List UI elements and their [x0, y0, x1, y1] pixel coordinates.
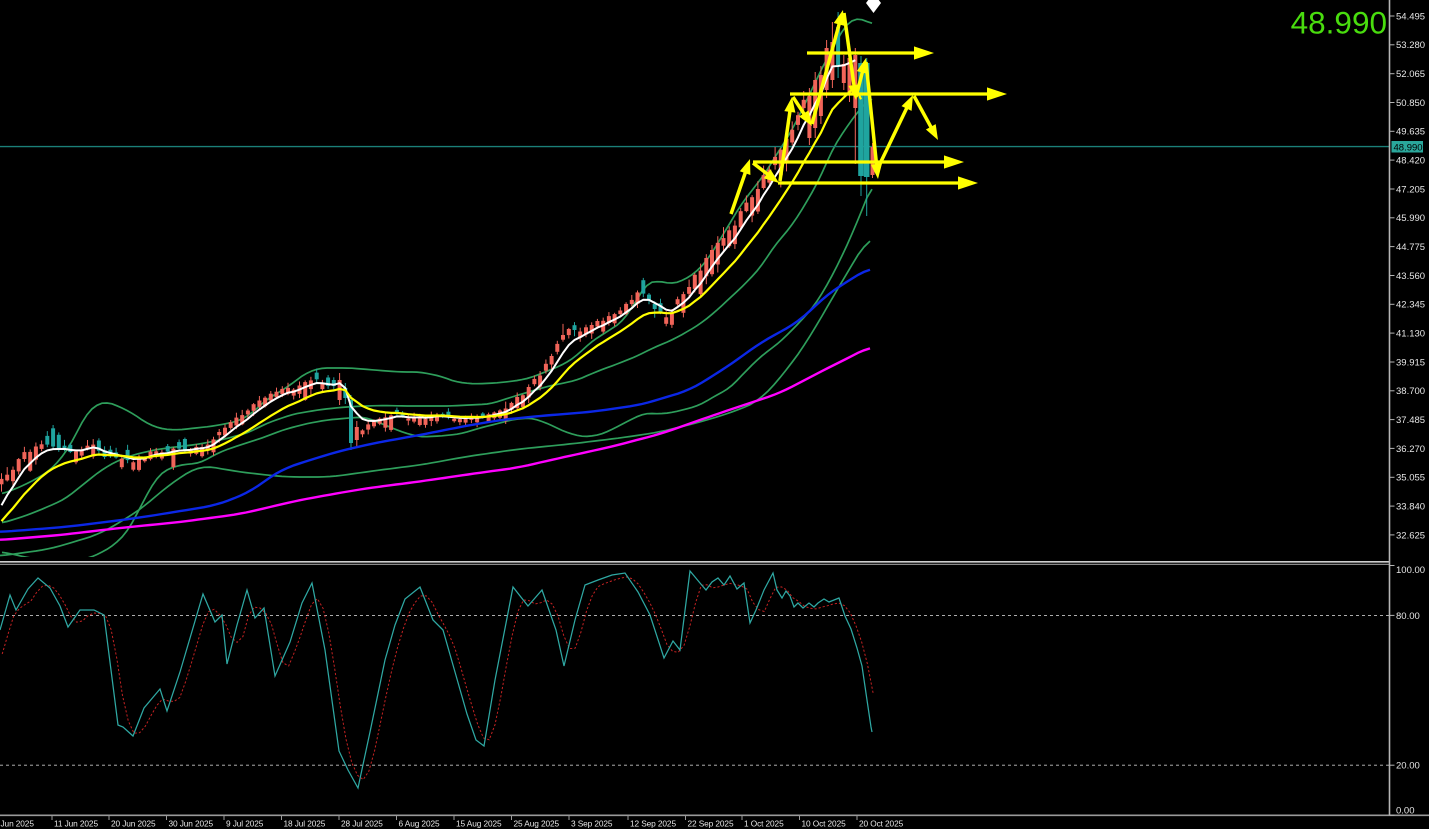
svg-text:44.775: 44.775 — [1396, 242, 1425, 253]
svg-text:33.840: 33.840 — [1396, 502, 1425, 513]
svg-text:10 Oct 2025: 10 Oct 2025 — [802, 819, 847, 829]
svg-text:48.990: 48.990 — [1394, 143, 1423, 154]
svg-text:47.205: 47.205 — [1396, 184, 1425, 195]
svg-text:48.990: 48.990 — [1291, 5, 1387, 41]
svg-text:25 Aug 2025: 25 Aug 2025 — [514, 819, 560, 829]
svg-text:18 Jul 2025: 18 Jul 2025 — [284, 819, 326, 829]
svg-text:1 Oct 2025: 1 Oct 2025 — [744, 819, 784, 829]
svg-text:43.560: 43.560 — [1396, 271, 1425, 282]
svg-text:35.055: 35.055 — [1396, 473, 1425, 484]
svg-text:41.130: 41.130 — [1396, 329, 1425, 340]
svg-text:45.990: 45.990 — [1396, 213, 1425, 224]
svg-text:0.00: 0.00 — [1396, 806, 1415, 817]
svg-text:32.625: 32.625 — [1396, 530, 1425, 541]
svg-text:50.850: 50.850 — [1396, 98, 1425, 109]
svg-text:36.270: 36.270 — [1396, 444, 1425, 455]
svg-text:30 Jun 2025: 30 Jun 2025 — [169, 819, 214, 829]
svg-text:100.00: 100.00 — [1396, 565, 1425, 576]
svg-text:52.065: 52.065 — [1396, 69, 1425, 80]
svg-text:42.345: 42.345 — [1396, 300, 1425, 311]
svg-text:20 Oct 2025: 20 Oct 2025 — [859, 819, 904, 829]
svg-text:80.00: 80.00 — [1396, 611, 1420, 622]
svg-text:12 Sep 2025: 12 Sep 2025 — [630, 819, 676, 829]
svg-text:15 Aug 2025: 15 Aug 2025 — [456, 819, 502, 829]
svg-text:3 Sep 2025: 3 Sep 2025 — [571, 819, 613, 829]
svg-text:48.420: 48.420 — [1396, 156, 1425, 167]
svg-text:22 Sep 2025: 22 Sep 2025 — [688, 819, 734, 829]
svg-text:53.280: 53.280 — [1396, 40, 1425, 51]
svg-text:28 Jul 2025: 28 Jul 2025 — [341, 819, 383, 829]
svg-text:54.495: 54.495 — [1396, 11, 1425, 22]
svg-text:38.700: 38.700 — [1396, 386, 1425, 397]
svg-text:20 Jun 2025: 20 Jun 2025 — [111, 819, 156, 829]
svg-text:11 Jun 2025: 11 Jun 2025 — [54, 819, 98, 829]
svg-text:37.485: 37.485 — [1396, 415, 1425, 426]
svg-text:6 Aug 2025: 6 Aug 2025 — [399, 819, 440, 829]
svg-text:9 Jul 2025: 9 Jul 2025 — [226, 819, 264, 829]
svg-text:39.915: 39.915 — [1396, 357, 1425, 368]
svg-text:49.635: 49.635 — [1396, 127, 1425, 138]
svg-text:Jun 2025: Jun 2025 — [1, 819, 35, 829]
svg-text:20.00: 20.00 — [1396, 761, 1420, 772]
